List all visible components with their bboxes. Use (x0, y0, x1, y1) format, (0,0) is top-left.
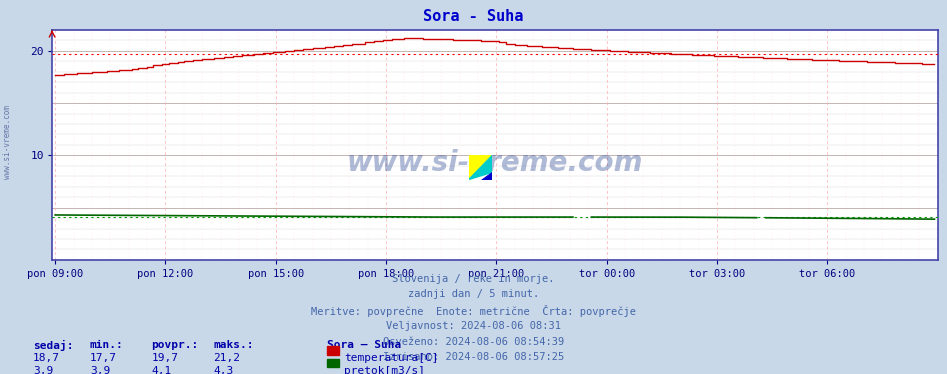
Polygon shape (481, 172, 492, 180)
Text: 18,7: 18,7 (33, 353, 61, 364)
Text: pretok[m3/s]: pretok[m3/s] (344, 366, 425, 374)
Text: Sora – Suha: Sora – Suha (327, 340, 401, 350)
Text: Veljavnost: 2024-08-06 08:31: Veljavnost: 2024-08-06 08:31 (386, 321, 561, 331)
Text: Osveženo: 2024-08-06 08:54:39: Osveženo: 2024-08-06 08:54:39 (383, 337, 564, 347)
Text: 19,7: 19,7 (152, 353, 179, 364)
Text: povpr.:: povpr.: (152, 340, 199, 350)
Text: www.si-vreme.com: www.si-vreme.com (3, 105, 12, 179)
Text: Izrisano: 2024-08-06 08:57:25: Izrisano: 2024-08-06 08:57:25 (383, 352, 564, 362)
Text: Slovenija / reke in morje.: Slovenija / reke in morje. (392, 274, 555, 284)
Text: 4,3: 4,3 (213, 366, 233, 374)
Text: Meritve: povprečne  Enote: metrične  Črta: povprečje: Meritve: povprečne Enote: metrične Črta:… (311, 305, 636, 317)
Text: 21,2: 21,2 (213, 353, 241, 364)
Text: min.:: min.: (90, 340, 124, 350)
Polygon shape (469, 155, 492, 180)
Text: maks.:: maks.: (213, 340, 254, 350)
Polygon shape (469, 155, 492, 180)
Text: sedaj:: sedaj: (33, 340, 74, 351)
Text: Sora - Suha: Sora - Suha (423, 9, 524, 24)
Text: zadnji dan / 5 minut.: zadnji dan / 5 minut. (408, 289, 539, 300)
Text: 4,1: 4,1 (152, 366, 171, 374)
Text: 3,9: 3,9 (90, 366, 110, 374)
Text: 17,7: 17,7 (90, 353, 117, 364)
Text: temperatura[C]: temperatura[C] (344, 353, 438, 364)
Text: www.si-vreme.com: www.si-vreme.com (347, 149, 643, 177)
Text: 3,9: 3,9 (33, 366, 53, 374)
